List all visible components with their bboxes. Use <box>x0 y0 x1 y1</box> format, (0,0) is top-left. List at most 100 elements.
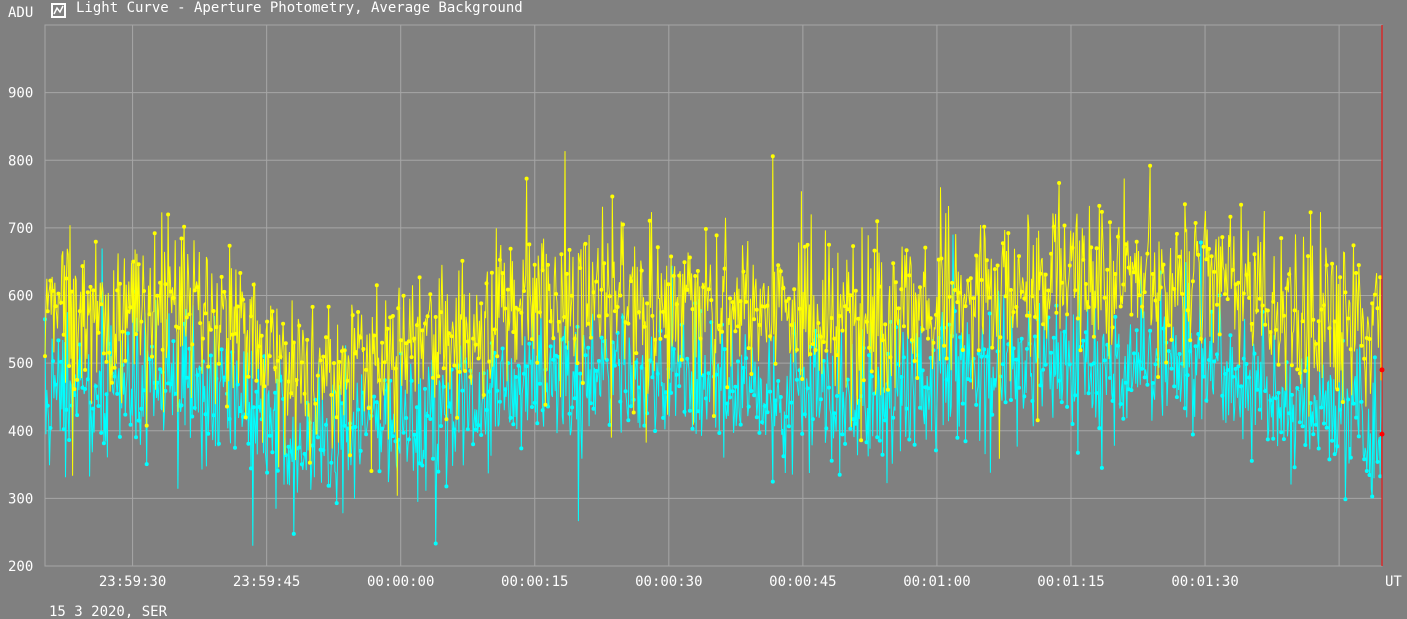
data-point <box>784 414 789 419</box>
data-point <box>206 364 211 369</box>
data-point <box>1161 262 1166 267</box>
data-point <box>669 254 674 259</box>
data-point <box>444 417 449 422</box>
data-point <box>513 375 518 379</box>
data-point <box>987 311 992 316</box>
x-tick-label: 00:00:30 <box>635 574 702 590</box>
data-point <box>436 469 441 474</box>
data-point <box>1000 362 1005 367</box>
data-point <box>505 287 510 292</box>
data-point <box>939 256 944 261</box>
data-point <box>1140 366 1145 371</box>
x-tick-label: 23:59:30 <box>99 574 166 590</box>
data-point <box>334 415 339 420</box>
data-point <box>497 257 502 262</box>
data-point <box>348 453 352 458</box>
data-point <box>530 337 534 342</box>
data-point <box>243 415 248 420</box>
data-point <box>168 289 173 294</box>
data-point <box>340 401 344 406</box>
data-point <box>1295 386 1300 391</box>
data-point <box>800 377 805 381</box>
data-point <box>661 309 666 314</box>
data-point <box>572 396 577 401</box>
data-point <box>1065 312 1070 317</box>
data-point <box>382 360 387 365</box>
data-point <box>845 307 850 312</box>
series-layer <box>43 151 1384 546</box>
data-point <box>524 364 529 369</box>
data-point <box>431 456 435 461</box>
data-point <box>869 374 874 379</box>
data-point <box>479 433 484 437</box>
data-point <box>1129 312 1134 317</box>
date-label: 15 3 2020, SER <box>49 604 168 619</box>
data-point <box>479 301 484 306</box>
data-point <box>551 336 556 341</box>
data-point <box>546 262 550 267</box>
data-point <box>471 336 476 341</box>
data-point <box>586 321 591 326</box>
data-point <box>1134 328 1139 333</box>
data-point <box>468 375 473 379</box>
data-point <box>835 394 839 398</box>
data-point <box>372 394 377 399</box>
data-point <box>1276 390 1281 395</box>
data-point <box>1075 450 1080 455</box>
data-point <box>695 409 700 414</box>
data-point <box>380 426 385 431</box>
data-point <box>1148 163 1153 168</box>
data-point <box>412 432 417 437</box>
data-point <box>1027 313 1032 318</box>
data-point <box>508 415 513 420</box>
data-point <box>1359 343 1364 348</box>
data-point <box>1332 319 1337 324</box>
data-point <box>1003 400 1008 405</box>
data-point <box>1164 360 1169 365</box>
data-point <box>1268 398 1273 403</box>
data-point <box>1241 291 1246 296</box>
data-point <box>1067 263 1072 268</box>
data-point <box>1252 252 1257 257</box>
data-point <box>730 300 735 305</box>
data-point <box>436 374 441 379</box>
data-point <box>1231 267 1235 272</box>
data-point <box>583 241 588 246</box>
data-point <box>420 463 425 468</box>
x-tick-label: 00:01:00 <box>903 574 970 590</box>
data-point <box>1105 267 1110 272</box>
data-point <box>872 248 877 253</box>
data-point <box>1121 282 1126 287</box>
data-point <box>877 284 882 289</box>
data-point <box>631 410 636 415</box>
data-point <box>455 415 460 420</box>
data-point <box>497 399 502 404</box>
data-point <box>80 264 85 269</box>
data-point <box>160 347 165 352</box>
data-point <box>67 438 72 442</box>
data-point <box>516 363 521 368</box>
data-point <box>174 391 179 396</box>
data-point <box>1289 392 1294 397</box>
data-point <box>275 358 280 363</box>
data-point <box>1273 396 1278 401</box>
data-point <box>1099 209 1104 214</box>
data-point <box>703 227 708 231</box>
data-point <box>1011 346 1016 351</box>
data-point <box>1209 254 1214 259</box>
data-point <box>75 377 80 382</box>
data-point <box>893 280 898 285</box>
data-point <box>273 365 278 370</box>
data-point <box>85 290 90 295</box>
data-point <box>575 361 580 366</box>
data-point <box>131 259 136 264</box>
data-point <box>901 355 906 360</box>
data-point <box>1367 337 1372 341</box>
data-point <box>1204 398 1209 403</box>
data-point <box>222 375 227 380</box>
data-point <box>83 367 88 372</box>
data-point <box>532 400 537 405</box>
data-point <box>390 434 395 439</box>
light-curve-icon[interactable] <box>51 3 66 18</box>
data-point <box>1198 336 1203 341</box>
